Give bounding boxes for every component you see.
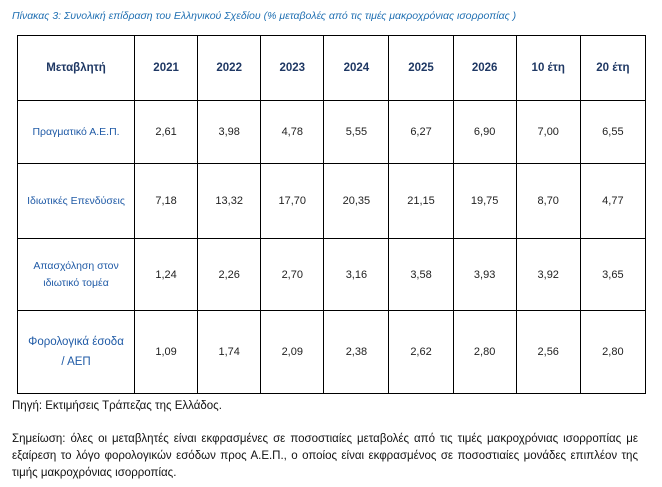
- row-label-line: ιδιωτικό τομέα: [43, 276, 109, 289]
- table-cell: 4,78: [260, 100, 325, 164]
- table-cell: 4,77: [579, 163, 647, 239]
- table-cell: 3,65: [579, 238, 647, 311]
- table-cell: 7,00: [515, 100, 581, 164]
- table-cell: 1,09: [134, 310, 199, 394]
- row-label-line: Πραγματικό Α.Ε.Π.: [32, 125, 120, 138]
- row-label: Φορολογικά έσοδα / ΑΕΠ: [16, 310, 136, 394]
- table-cell: 2,80: [579, 310, 647, 394]
- table-cell: 21,15: [388, 163, 454, 239]
- data-table: Μεταβλητή 2021 2022 2023 2024 2025 2026 …: [16, 35, 647, 394]
- table-cell: 2,61: [134, 100, 199, 164]
- table-cell: 1,74: [197, 310, 262, 394]
- column-header: 2022: [197, 35, 262, 101]
- table-cell: 2,70: [260, 238, 325, 311]
- table-cell: 8,70: [515, 163, 581, 239]
- column-header: 2025: [388, 35, 454, 101]
- row-label-line: Απασχόληση στον: [33, 259, 119, 272]
- table-row: Ιδιωτικές Επενδύσεις 7,18 13,32 17,70 20…: [16, 163, 647, 239]
- table-cell: 3,98: [197, 100, 262, 164]
- row-label-line: / ΑΕΠ: [61, 356, 91, 368]
- table-cell: 5,55: [323, 100, 390, 164]
- table-cell: 19,75: [452, 163, 517, 239]
- table-cell: 6,90: [452, 100, 517, 164]
- table-cell: 3,93: [452, 238, 517, 311]
- table-row: Απασχόληση στον ιδιωτικό τομέα 1,24 2,26 …: [16, 238, 647, 311]
- column-header: 2026: [452, 35, 517, 101]
- table-cell: 17,70: [260, 163, 325, 239]
- column-header: 10 έτη: [515, 35, 581, 101]
- table-cell: 6,27: [388, 100, 454, 164]
- table-caption: Πίνακας 3: Συνολική επίδραση του Ελληνικ…: [12, 10, 517, 22]
- table-cell: 2,09: [260, 310, 325, 394]
- table-cell: 2,62: [388, 310, 454, 394]
- table-cell: 3,92: [515, 238, 581, 311]
- table-cell: 6,55: [579, 100, 647, 164]
- table-cell: 2,80: [452, 310, 517, 394]
- column-header: Μεταβλητή: [16, 35, 136, 101]
- column-header: 20 έτη: [579, 35, 647, 101]
- footnote: Σημείωση: όλες οι μεταβλητές είναι εκφρα…: [12, 433, 638, 479]
- row-label: Πραγματικό Α.Ε.Π.: [16, 100, 136, 164]
- table-cell: 3,58: [388, 238, 454, 311]
- table-row: Πραγματικό Α.Ε.Π. 2,61 3,98 4,78 5,55 6,…: [16, 100, 647, 164]
- row-label: Απασχόληση στον ιδιωτικό τομέα: [16, 238, 136, 311]
- column-header: 2024: [323, 35, 390, 101]
- table-cell: 20,35: [323, 163, 390, 239]
- table-cell: 2,56: [515, 310, 581, 394]
- table-cell: 7,18: [134, 163, 199, 239]
- table-cell: 2,38: [323, 310, 390, 394]
- column-header: 2023: [260, 35, 325, 101]
- table-cell: 1,24: [134, 238, 199, 311]
- table-header-row: Μεταβλητή 2021 2022 2023 2024 2025 2026 …: [16, 35, 647, 101]
- row-label-line: Ιδιωτικές Επενδύσεις: [27, 194, 125, 207]
- table-cell: 3,16: [323, 238, 390, 311]
- table-cell: 2,26: [197, 238, 262, 311]
- row-label-line: Φορολογικά έσοδα: [28, 336, 124, 348]
- row-label: Ιδιωτικές Επενδύσεις: [16, 163, 136, 239]
- table-cell: 13,32: [197, 163, 262, 239]
- source-note: Πηγή: Εκτιμήσεις Τράπεζας της Ελλάδος.: [12, 400, 222, 412]
- table-row: Φορολογικά έσοδα / ΑΕΠ 1,09 1,74 2,09 2,3…: [16, 310, 647, 394]
- column-header: 2021: [134, 35, 199, 101]
